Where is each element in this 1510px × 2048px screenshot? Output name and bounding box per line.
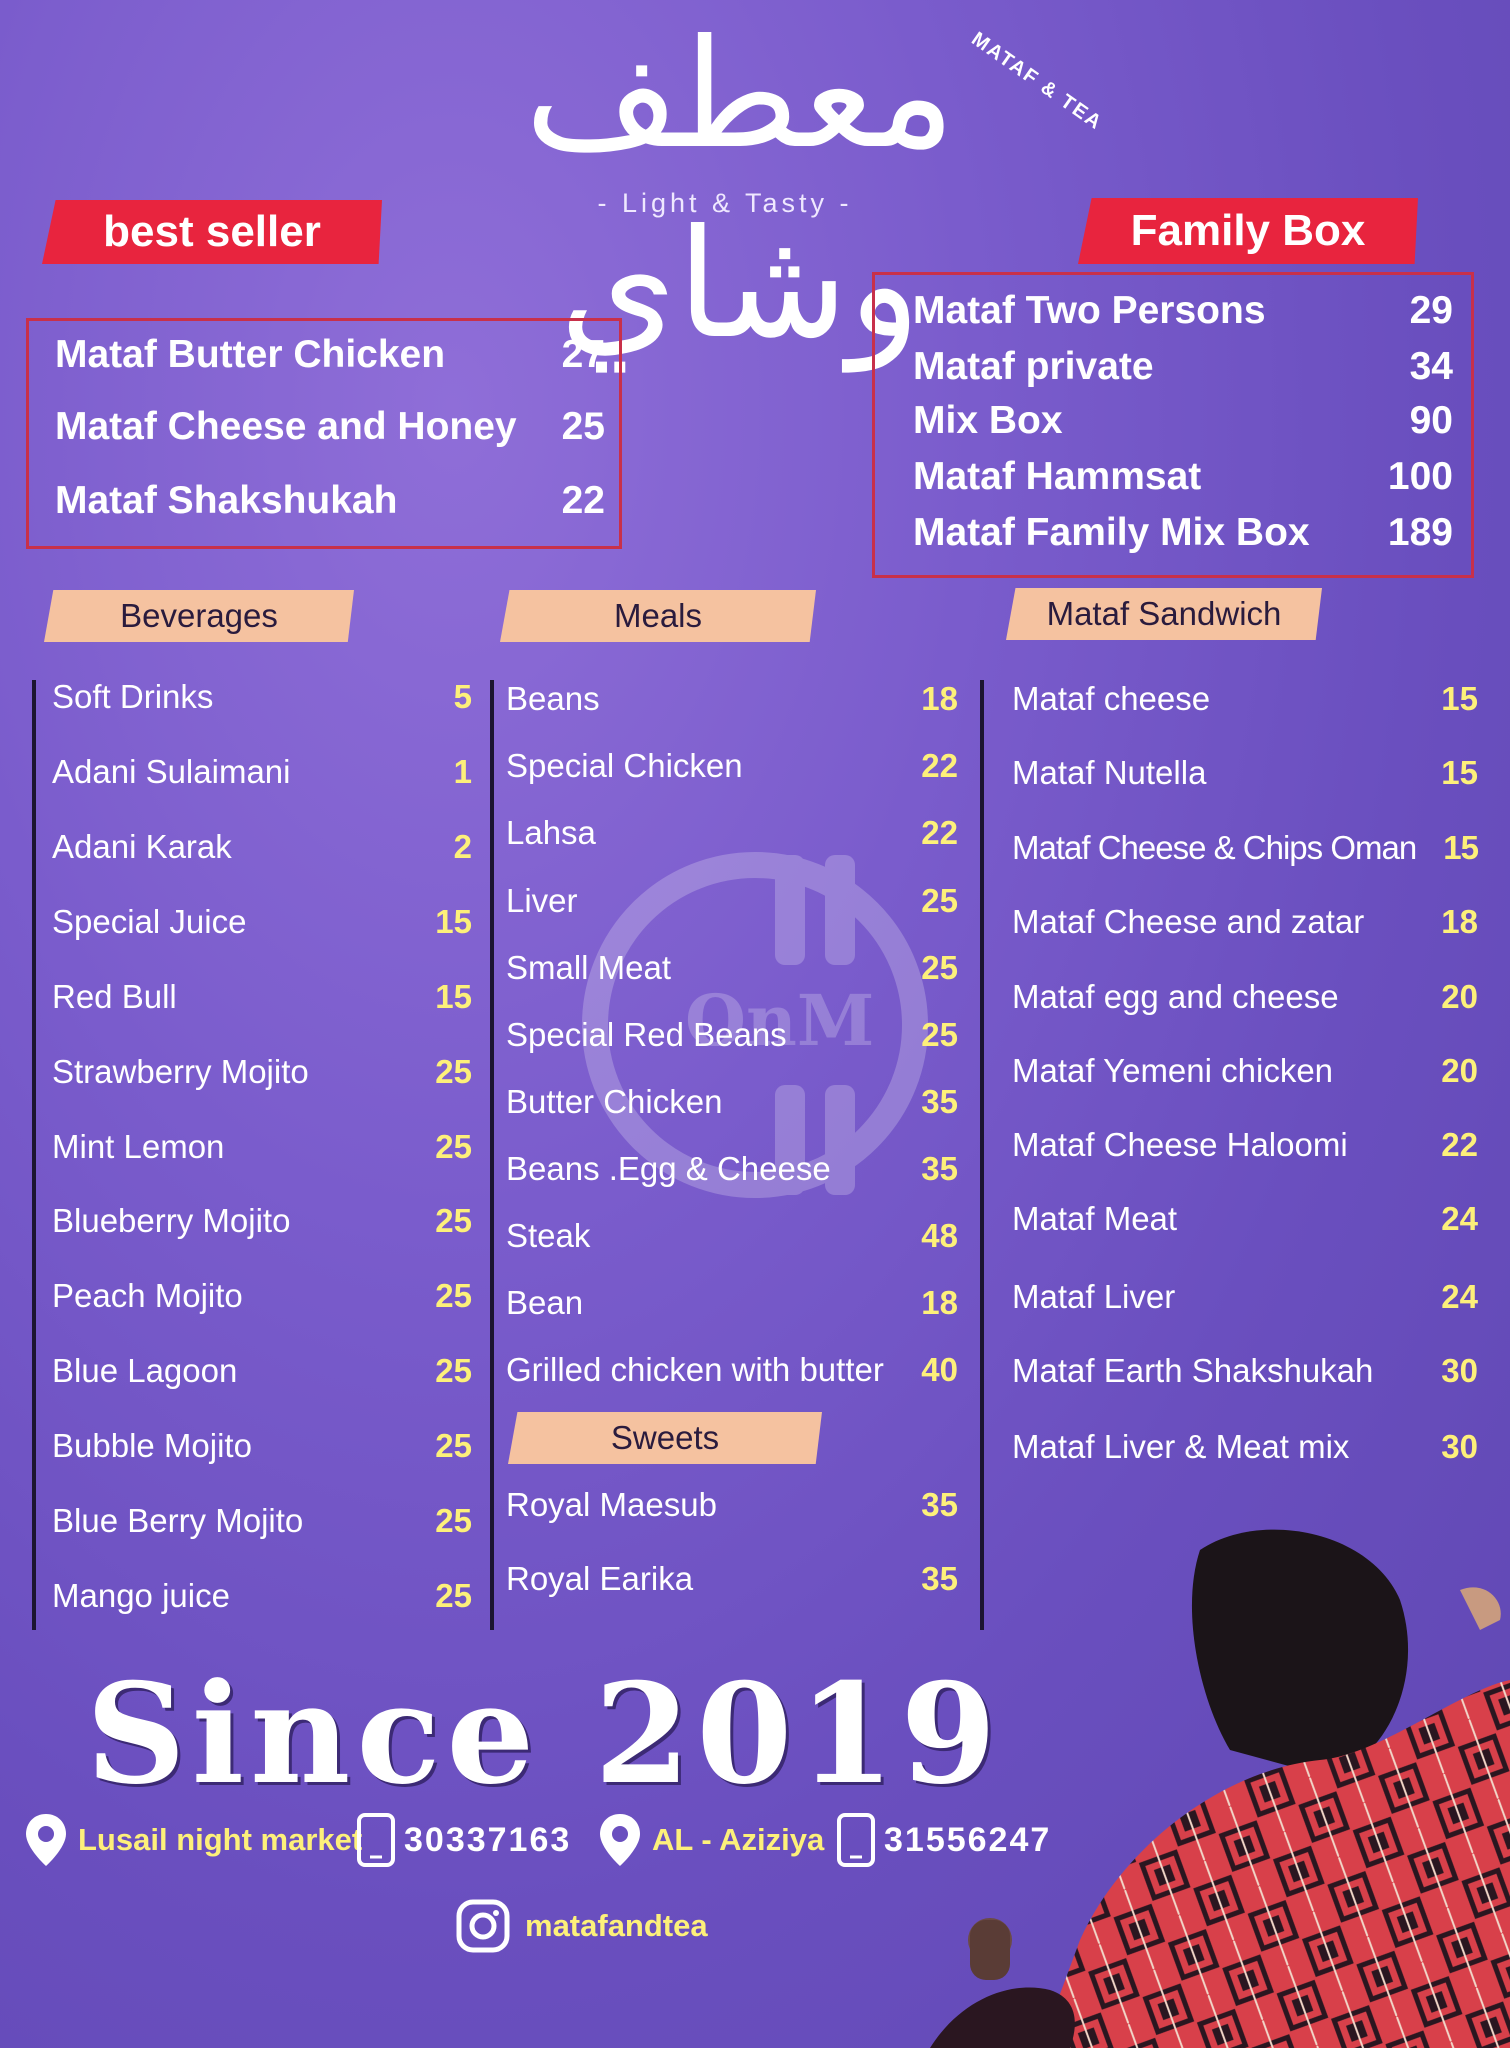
location1-label: Lusail night market [78,1822,363,1857]
list-item: Blueberry Mojito 25 [52,1202,472,1239]
list-item: Mataf Nutella 15 [1012,754,1478,791]
phone-icon [357,1813,395,1867]
list-item: Grilled chicken with butter 40 [506,1351,958,1388]
list-item: Beans .Egg & Cheese 35 [506,1150,958,1187]
list-item: Mataf cheese 15 [1012,680,1478,717]
instagram-handle: matafandtea [455,1898,708,1954]
list-item: Adani Sulaimani 1 [52,753,472,790]
list-item: Special Chicken 22 [506,747,958,784]
since-2019: Since 2019 [86,1652,1003,1815]
onm-watermark-icon: OnM [582,852,928,1198]
phone-icon [837,1813,875,1867]
list-item: Mataf Cheese & Chips Oman 15 [1012,829,1479,866]
list-item: Bean 18 [506,1284,958,1321]
list-item: Royal Earika 35 [506,1560,958,1597]
beverages-header: Beverages [44,590,354,642]
list-item: Lahsa 22 [506,814,958,851]
family-box-item: Mataf Two Persons 29 [913,289,1453,332]
family-box-item: Mataf Family Mix Box 189 [913,511,1453,554]
list-item: Red Bull 15 [52,978,472,1015]
family-box: Mataf Two Persons 29 Mataf private 34 Mix … [872,272,1474,578]
list-item: Bubble Mojito 25 [52,1427,472,1464]
svg-text:OnM: OnM [685,979,874,1062]
list-item: Peach Mojito 25 [52,1277,472,1314]
tagline: - Light & Tasty - [597,188,853,218]
list-item: Mataf egg and cheese 20 [1012,978,1478,1015]
contact-location2: AL - Aziziya [596,1810,824,1870]
list-item: Mataf Cheese and zatar 18 [1012,903,1478,940]
family-box-item: Mataf private 34 [913,345,1453,388]
instagram-label: matafandtea [525,1908,708,1943]
list-item: Mataf Yemeni chicken 20 [1012,1052,1478,1089]
meals-header: Meals [500,590,816,642]
list-item: Mataf Liver & Meat mix 30 [1012,1428,1478,1465]
list-item: Steak 48 [506,1217,958,1254]
list-item: Mataf Cheese Haloomi 22 [1012,1126,1478,1163]
family-box-item: Mataf Hammsat 100 [913,455,1453,498]
best-seller-box: Mataf Butter Chicken 27 Mataf Cheese and … [26,318,622,549]
list-item: Strawberry Mojito 25 [52,1053,472,1090]
column-divider [490,680,494,1630]
list-item: Mataf Earth Shakshukah 30 [1012,1352,1478,1389]
phone2-number: 31556247 [884,1820,1052,1859]
list-item: Mint Lemon 25 [52,1128,472,1165]
list-item: Small Meat 25 [506,949,958,986]
location-pin-icon [26,1814,66,1866]
list-item: Mango juice 25 [52,1577,472,1614]
best-seller-item: Mataf Shakshukah 22 [55,479,605,522]
list-item: Adani Karak 2 [52,828,472,865]
list-item: Blue Lagoon 25 [52,1352,472,1389]
instagram-icon [456,1899,510,1953]
family-box-tag: Family Box [1078,198,1418,264]
list-item: Beans 18 [506,680,958,717]
list-item: Special Red Beans 25 [506,1016,958,1053]
list-item: Mataf Meat 24 [1012,1200,1478,1237]
arabic-logo: معطف وشاي [524,8,961,372]
list-item: Mataf Liver 24 [1012,1278,1478,1315]
list-item: Liver 25 [506,882,958,919]
list-item: Blue Berry Mojito 25 [52,1502,472,1539]
contact-phone2: 31556247 [836,1810,1051,1870]
best-seller-item: Mataf Butter Chicken 27 [55,333,605,376]
location2-label: AL - Aziziya [652,1822,825,1857]
phone1-number: 30337163 [404,1820,572,1859]
list-item: Special Juice 15 [52,903,472,940]
best-seller-tag: best seller [42,200,382,264]
list-item: Soft Drinks 5 [52,678,472,715]
contact-location1: Lusail night market [22,1810,362,1870]
family-box-item: Mix Box 90 [913,399,1453,442]
column-divider [980,680,984,1630]
location-pin-icon [600,1814,640,1866]
woman-shawl-photo [930,1529,1510,2048]
contact-phone1: 30337163 [356,1810,571,1870]
column-divider [32,680,36,1630]
sweets-header: Sweets [508,1412,822,1464]
sandwich-header: Mataf Sandwich [1006,588,1322,640]
best-seller-item: Mataf Cheese and Honey 25 [55,405,605,448]
list-item: Royal Maesub 35 [506,1486,958,1523]
list-item: Butter Chicken 35 [506,1083,958,1120]
